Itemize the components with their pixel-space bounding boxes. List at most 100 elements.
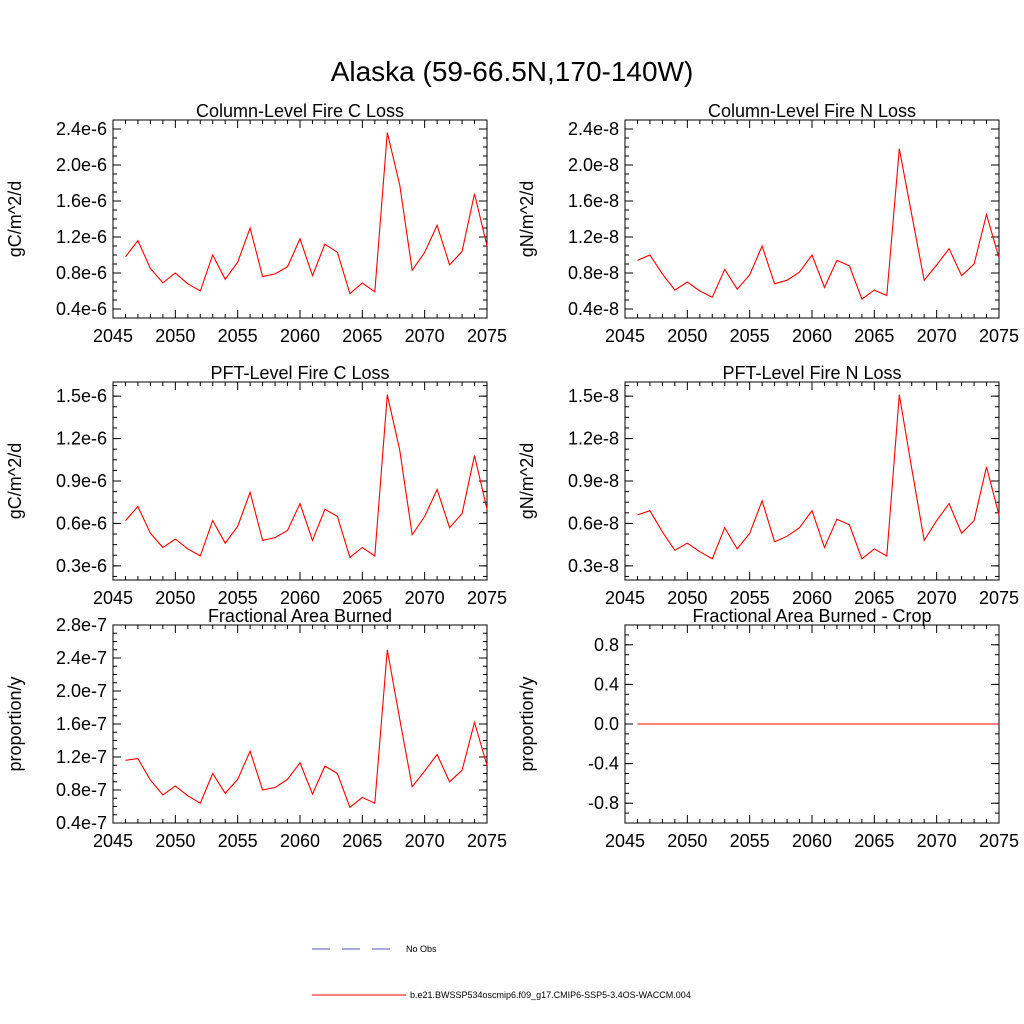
y-tick-label: 0.3e-6 [56,556,107,576]
x-tick-label: 2075 [979,588,1019,608]
x-tick-label: 2045 [93,326,133,346]
panel-title: Fractional Area Burned - Crop [692,606,931,626]
x-tick-label: 2045 [93,831,133,851]
x-tick-label: 2065 [854,326,894,346]
y-tick-label: 1.2e-6 [56,227,107,247]
x-tick-label: 2050 [155,326,195,346]
y-tick-label: 0.9e-6 [56,471,107,491]
x-tick-label: 2050 [667,831,707,851]
x-tick-label: 2070 [405,326,445,346]
y-tick-label: 2.0e-7 [56,681,107,701]
y-tick-label: 2.4e-8 [568,119,619,139]
x-tick-label: 2070 [917,831,957,851]
y-tick-label: -0.4 [588,754,619,774]
y-tick-label: 0.8e-8 [568,263,619,283]
x-tick-label: 2060 [280,588,320,608]
plot-frame [112,119,488,319]
x-tick-label: 2050 [155,588,195,608]
y-tick-label: 1.6e-7 [56,714,107,734]
y-axis-label: gN/m^2/d [517,443,537,519]
x-tick-label: 2065 [342,326,382,346]
panel-4: PFT-Level Fire N Loss gN/m^2/d 2045 2050 205… [517,363,1019,608]
x-tick-label: 2060 [792,831,832,851]
x-tick-label: 2055 [730,326,770,346]
x-tick-label: 2045 [605,831,645,851]
series-line [637,394,1000,560]
x-tick-label: 2065 [342,831,382,851]
x-tick-label: 2070 [405,588,445,608]
x-tick-label: 2065 [854,831,894,851]
y-tick-label: -0.8 [588,793,619,813]
x-tick-label: 2050 [155,831,195,851]
y-tick-label: 1.5e-6 [56,386,107,406]
y-axis-label: gC/m^2/d [5,181,25,257]
y-tick-label: 0.8e-6 [56,263,107,283]
panel-title: PFT-Level Fire N Loss [722,363,901,383]
y-tick-label: 1.2e-8 [568,429,619,449]
legend-no-obs-label: No Obs [406,944,437,954]
x-tick-label: 2070 [405,831,445,851]
series-line [125,649,488,809]
panel-title: PFT-Level Fire C Loss [210,363,389,383]
x-tick-label: 2065 [854,588,894,608]
x-tick-label: 2055 [730,831,770,851]
y-axis-label: gN/m^2/d [517,181,537,257]
y-tick-label: 0.8 [594,635,619,655]
figure-title: Alaska (59-66.5N,170-140W) [331,56,694,87]
y-tick-label: 0.8e-7 [56,780,107,800]
x-tick-label: 2075 [979,326,1019,346]
x-tick-label: 2070 [917,588,957,608]
legend: No Obs b.e21.BWSSP534oscmip6.f09_g17.CMI… [312,944,691,1000]
y-tick-label: 0.6e-8 [568,513,619,533]
panel-title: Column-Level Fire C Loss [196,101,404,121]
plot-frame [624,119,1000,319]
y-axis-label: proportion/y [5,676,25,771]
y-tick-label: 0.3e-8 [568,556,619,576]
y-tick-label: 0.6e-6 [56,513,107,533]
x-tick-label: 2075 [467,588,507,608]
series-line [125,394,488,559]
series-line [637,148,1000,300]
legend-model-label: b.e21.BWSSP534oscmip6.f09_g17.CMIP6-SSP5… [410,990,691,1000]
x-tick-label: 2055 [218,588,258,608]
panels: Column-Level Fire C Loss gC/m^2/d 2045 2050… [5,101,1019,851]
y-tick-label: 0.4 [594,674,619,694]
series-line [125,132,488,295]
y-tick-label: 0.9e-8 [568,471,619,491]
panel-3: PFT-Level Fire C Loss gC/m^2/d 2045 2050 205… [5,363,507,608]
panel-title: Column-Level Fire N Loss [708,101,916,121]
y-tick-label: 2.8e-7 [56,615,107,635]
y-tick-label: 0.4e-7 [56,813,107,833]
x-tick-label: 2050 [667,588,707,608]
x-tick-label: 2050 [667,326,707,346]
x-tick-label: 2060 [280,326,320,346]
y-axis-label: proportion/y [517,676,537,771]
plot-frame [112,381,488,581]
x-tick-label: 2060 [792,326,832,346]
y-tick-label: 0.0 [594,714,619,734]
panel-1: Column-Level Fire C Loss gC/m^2/d 2045 2050… [5,101,507,346]
x-tick-label: 2055 [730,588,770,608]
y-tick-label: 2.0e-6 [56,155,107,175]
y-tick-label: 0.4e-6 [56,299,107,319]
x-tick-label: 2070 [917,326,957,346]
y-tick-label: 1.6e-6 [56,191,107,211]
x-tick-label: 2045 [605,326,645,346]
x-tick-label: 2060 [792,588,832,608]
panel-2: Column-Level Fire N Loss gN/m^2/d 2045 2050… [517,101,1019,346]
x-tick-label: 2045 [93,588,133,608]
y-tick-label: 1.2e-8 [568,227,619,247]
plot-frame [112,624,488,824]
x-tick-label: 2045 [605,588,645,608]
x-tick-label: 2060 [280,831,320,851]
y-tick-label: 0.4e-8 [568,299,619,319]
y-tick-label: 2.4e-7 [56,648,107,668]
x-tick-label: 2075 [467,326,507,346]
y-tick-label: 1.5e-8 [568,386,619,406]
panel-6: Fractional Area Burned - Crop proportion/… [517,606,1019,851]
panel-title: Fractional Area Burned [208,606,392,626]
x-tick-label: 2055 [218,831,258,851]
y-tick-label: 1.6e-8 [568,191,619,211]
x-tick-label: 2065 [342,588,382,608]
